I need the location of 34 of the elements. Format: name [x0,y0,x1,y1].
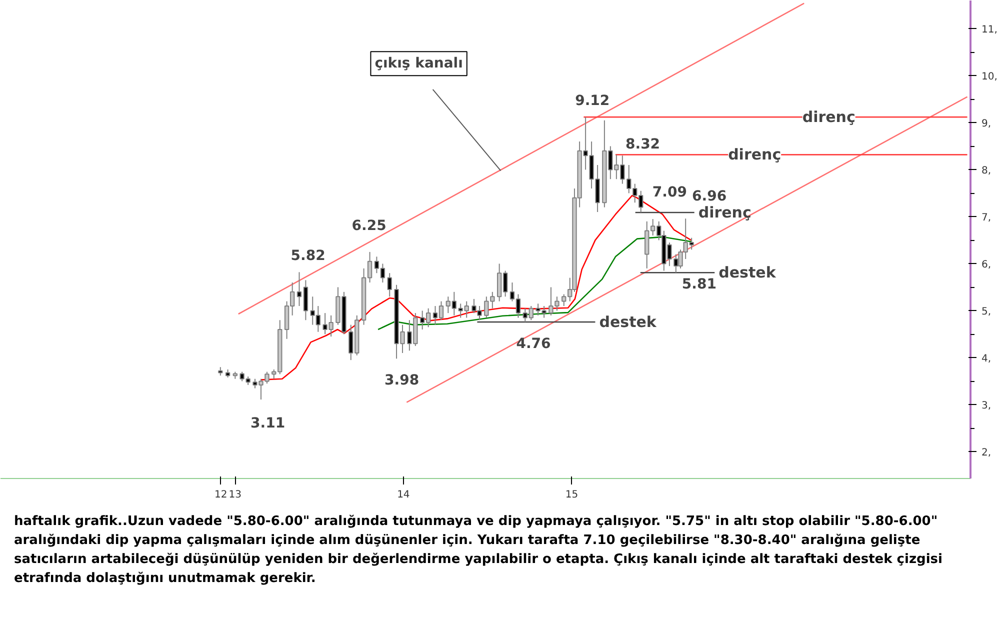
y-tick-label: 10, [982,72,998,83]
series-label: destek [599,312,658,331]
annotation: 6.25 [352,218,386,234]
annotation: 5.81 [682,276,716,293]
annotation: 8.32 [626,136,660,153]
x-tick-label: 14 [397,490,410,500]
annotation: 6.96 [692,188,727,205]
annotation: 7.09 [652,184,687,200]
annotation: 3.98 [384,372,420,389]
annotation: 4.76 [516,336,551,352]
series-label: direnç [698,203,752,222]
y-tick-label: 11, [982,24,998,36]
series-label: destek [718,264,777,282]
annotation: 5.82 [290,248,326,264]
y-tick-label: 6, [982,260,992,271]
x-tick-label: 13 [228,490,242,500]
x-tick-label: 15 [565,490,578,500]
y-tick-label: 9, [982,118,992,130]
annotation: çıkış kanalı [374,56,463,72]
text: haftalık grafik..Uzun vadede "5.80-6.00" aralığında tutunmaya ve dip yapmaya çalışıyor. "5.75" in altı stop olabilir "5.80-6.00" aralığındaki dip yapma çalışmaları içinde alım düşünenler için. Yukarı tarafta 7.10 geçilebilirse "8.30-8.40" aralığına gelişte satıcıların artabileceği düşünülüp yeniden bir değerlendirme yapılabilir o etapta. Çıkış kanalı içinde alt taraftaki destek çizgisi etrafında dolaştığını unutmamak gerekir. [14,513,944,588]
y-tick-label: 4, [982,354,992,365]
x-tick-label: 12 [214,490,228,500]
series-label: direnç [728,146,782,164]
y-tick-label: 8, [982,166,992,177]
annotation: 9.12 [575,93,610,110]
candlestick [296,272,302,307]
y-tick-label: 3, [982,400,992,412]
series-label: direnç [802,108,856,126]
candlestick [387,272,392,298]
y-tick-label: 5, [982,306,992,318]
candlestick [303,280,308,321]
y-tick-label: 7, [982,212,992,224]
annotation: 3.11 [250,416,286,432]
y-tick-label: 2, [982,448,992,459]
